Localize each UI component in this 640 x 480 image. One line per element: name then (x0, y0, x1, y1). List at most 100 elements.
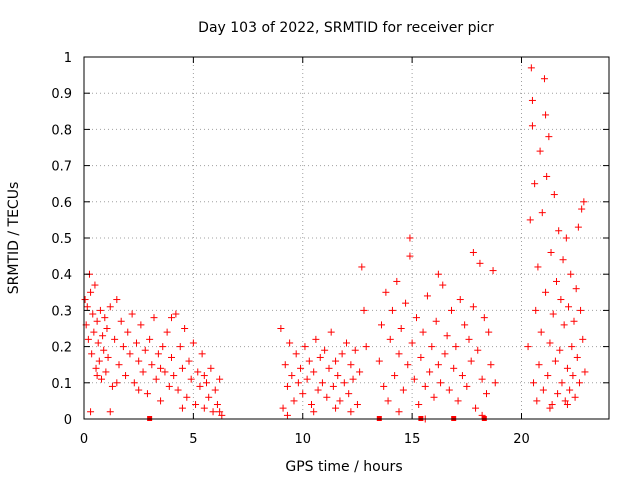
data-point (203, 379, 210, 387)
data-point (88, 350, 96, 358)
data-point (95, 357, 103, 365)
data-point (410, 375, 418, 383)
x-tick-label: 0 (80, 432, 88, 447)
data-point (290, 397, 298, 405)
data-point (113, 379, 121, 387)
plot-frame (83, 56, 610, 420)
data-point (474, 346, 482, 354)
data-point (432, 317, 440, 325)
data-point (216, 408, 224, 416)
y-tick-labels: 0 0.1 0.2 0.3 0.4 0.5 0.6 0.7 0.8 0.9 1 (51, 51, 72, 428)
data-point (150, 314, 158, 322)
data-point (316, 353, 324, 361)
data-point (528, 96, 536, 104)
data-point (305, 357, 313, 365)
data-point (128, 310, 136, 318)
data-point (526, 216, 534, 224)
data-point (543, 172, 551, 180)
data-point (115, 361, 123, 369)
data-point (135, 357, 143, 365)
y-tick-label: 0.8 (51, 123, 72, 138)
data-point (139, 368, 147, 376)
data-point (181, 325, 189, 332)
data-point (111, 335, 119, 343)
data-point (560, 321, 568, 329)
data-point (91, 281, 99, 289)
y-tick-label: 0.1 (51, 377, 72, 392)
y-tick-label: 0.3 (51, 304, 72, 319)
x-tick-label: 5 (189, 432, 197, 447)
data-point (539, 386, 547, 394)
data-point (283, 382, 291, 390)
data-point (437, 379, 445, 387)
data-point (345, 390, 353, 398)
data-point (469, 303, 477, 311)
data-point (135, 386, 143, 394)
data-point (187, 375, 195, 383)
x-tick-label: 10 (294, 432, 311, 447)
data-point (463, 382, 471, 390)
data-point (154, 350, 162, 358)
data-point (332, 357, 340, 365)
data-point (540, 75, 548, 83)
data-point (538, 209, 546, 217)
data-point (281, 361, 289, 369)
data-point (572, 285, 580, 293)
data-point (198, 350, 206, 358)
data-point (578, 205, 586, 213)
y-tick-label: 0.9 (51, 87, 72, 102)
data-point (546, 339, 554, 347)
data-point (406, 234, 414, 242)
data-point (577, 306, 585, 314)
data-point (542, 288, 550, 296)
data-point (580, 198, 588, 206)
data-point (343, 339, 350, 347)
data-point (207, 364, 215, 372)
data-point (310, 408, 318, 416)
data-point (159, 343, 167, 351)
data-point (92, 364, 100, 372)
data-point (549, 310, 557, 318)
data-point (384, 397, 392, 405)
data-point (378, 321, 385, 329)
data-point (347, 408, 355, 416)
data-point (325, 364, 333, 372)
data-point (548, 401, 556, 409)
data-point (318, 379, 326, 387)
data-point (551, 357, 559, 365)
data-point (104, 353, 112, 361)
data-point (90, 328, 98, 336)
data-point (388, 306, 396, 314)
data-point (380, 382, 388, 390)
data-point (176, 343, 184, 351)
data-point (575, 379, 583, 387)
data-point (402, 299, 410, 307)
data-point (559, 256, 567, 264)
y-tick-label: 0.6 (51, 196, 72, 211)
data-point (563, 401, 571, 409)
data-point (452, 343, 460, 351)
data-point (426, 368, 434, 376)
data-point (194, 368, 202, 376)
data-point (558, 379, 566, 387)
data-point (308, 401, 315, 409)
data-point (476, 259, 484, 267)
y-tick-label: 0.4 (51, 268, 72, 283)
data-point (574, 223, 582, 231)
data-point (404, 361, 412, 369)
data-point (358, 263, 366, 271)
data-point (146, 335, 154, 343)
data-point (362, 343, 370, 351)
data-point (545, 133, 553, 141)
data-point (200, 372, 208, 380)
data-point (165, 382, 173, 390)
data-point (205, 393, 213, 401)
data-point (375, 357, 383, 365)
data-point (569, 372, 577, 380)
data-point (483, 390, 490, 398)
data-point (94, 339, 102, 347)
data-point (124, 328, 132, 336)
y-tick-label: 0.5 (51, 232, 72, 247)
data-point (100, 346, 108, 354)
data-point (386, 335, 394, 343)
